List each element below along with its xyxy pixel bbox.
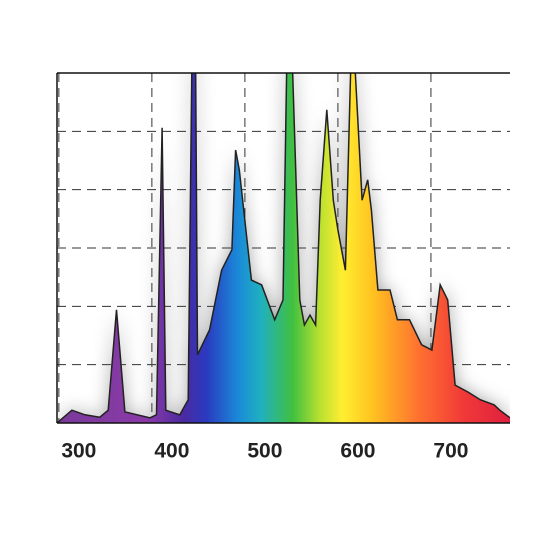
x-tick-label: 400 <box>154 440 189 463</box>
x-tick-label: 300 <box>61 440 96 463</box>
x-tick-label: 600 <box>340 440 375 463</box>
x-tick-label: 500 <box>247 440 282 463</box>
x-tick-label: 800 <box>526 440 550 463</box>
x-tick-label: 700 <box>433 440 468 463</box>
x-axis: 300 400 500 600 700 800 <box>61 440 550 463</box>
plot-area <box>57 73 510 423</box>
spectrum-line <box>57 73 510 423</box>
spectrum-area <box>57 73 510 423</box>
